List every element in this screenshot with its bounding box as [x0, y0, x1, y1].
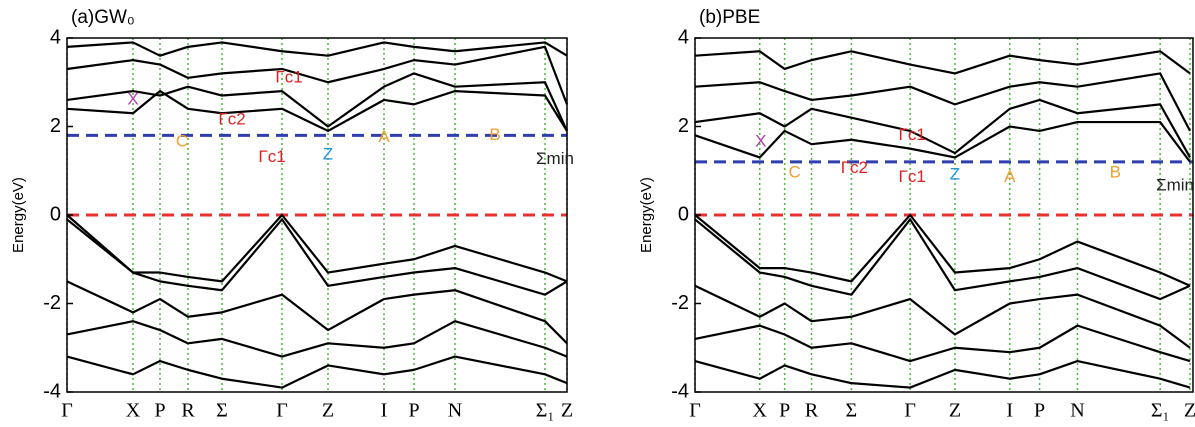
x-tick-label: Σ	[846, 400, 858, 422]
annotation: C	[176, 131, 188, 150]
x-tick-label: Z	[561, 400, 573, 422]
band-line	[66, 320, 568, 358]
annotation: Σmin	[536, 149, 574, 168]
annotation: A	[378, 127, 390, 146]
x-tick-label: Z	[1184, 400, 1195, 422]
band-line	[66, 72, 569, 132]
annotation: Z	[323, 145, 333, 164]
x-tick-label: X	[126, 400, 141, 422]
y-tick-label: 4	[50, 26, 61, 48]
y-tick-label: 0	[50, 203, 61, 225]
x-tick-label: Γ	[61, 400, 73, 422]
band-line	[694, 72, 1191, 132]
annotation: X	[755, 131, 766, 150]
band-line	[66, 41, 568, 57]
band-line	[694, 284, 1191, 349]
x-tick-label: Γ	[904, 400, 916, 422]
y-tick-label: 0	[678, 203, 689, 225]
x-tick-label: R	[181, 400, 195, 422]
x-tick-label: N	[1070, 400, 1084, 422]
annotation: B	[489, 125, 500, 144]
x-tick-label: I	[381, 400, 388, 422]
x-tick-label: X	[753, 400, 768, 422]
x-tick-label: P	[1034, 400, 1045, 422]
chart-title: (b)PBE	[699, 7, 760, 28]
x-tick-label: Σ₁	[536, 400, 555, 422]
chart-title: (a)GW₀	[71, 7, 135, 28]
x-tick-label: Γ	[689, 400, 701, 422]
x-tick-label: Z	[322, 400, 334, 422]
y-axis-label: Energy(eV)	[638, 177, 655, 253]
x-tick-label: P	[779, 400, 790, 422]
annotation: X	[127, 89, 138, 108]
x-tick-label: Γ	[276, 400, 288, 422]
annotation: Γc1	[898, 125, 925, 144]
annotation: A	[1004, 167, 1016, 186]
band-line	[66, 45, 569, 105]
x-tick-label: P	[154, 400, 165, 422]
y-tick-label: -4	[671, 380, 689, 402]
annotation: Γc1	[898, 167, 925, 186]
band-line	[66, 213, 568, 283]
y-tick-label: 2	[678, 115, 689, 137]
band-line	[694, 120, 1191, 163]
annotation: Σmin	[1156, 176, 1194, 195]
x-tick-label: R	[805, 400, 819, 422]
band-line	[66, 218, 568, 296]
band-line	[694, 218, 1191, 301]
annotation: Γc2	[218, 109, 245, 128]
y-tick-label: 2	[50, 115, 61, 137]
band-line	[694, 213, 1191, 287]
band-line	[66, 355, 568, 389]
annotation: C	[788, 162, 800, 181]
annotation: Γc1	[258, 147, 285, 166]
band-line	[694, 98, 1191, 159]
annotation: B	[1110, 162, 1121, 181]
annotation: Z	[950, 165, 960, 184]
x-tick-label: Σ₁	[1151, 400, 1170, 422]
x-tick-label: Z	[949, 400, 961, 422]
y-tick-label: -2	[671, 292, 689, 314]
x-tick-label: I	[1006, 400, 1013, 422]
x-tick-label: P	[408, 400, 419, 422]
x-tick-label: N	[448, 400, 462, 422]
band-line	[66, 280, 568, 345]
y-axis-label: Energy(eV)	[10, 177, 27, 253]
y-tick-label: -2	[43, 292, 61, 314]
band-line	[694, 324, 1191, 363]
y-tick-label: 4	[678, 26, 689, 48]
y-tick-label: -4	[43, 380, 61, 402]
annotation: Γc1	[275, 67, 302, 86]
band-line	[694, 359, 1191, 389]
band-line	[694, 50, 1191, 75]
annotation: Γc2	[841, 158, 868, 177]
x-tick-label: Σ	[216, 400, 228, 422]
